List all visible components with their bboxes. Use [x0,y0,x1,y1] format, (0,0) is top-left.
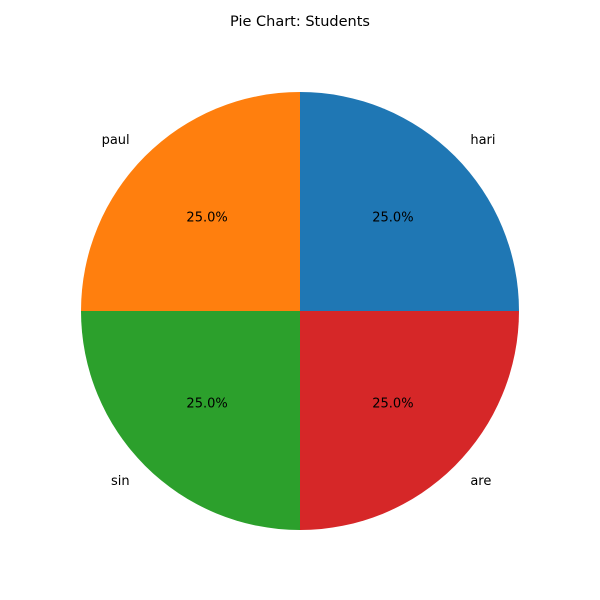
percent-label-are: 25.0% [372,396,413,411]
pie-slice-sin [81,311,300,530]
category-label-are: are [470,474,491,489]
chart-title: Pie Chart: Students [230,14,370,30]
pie-slice-hari [300,92,519,311]
category-label-hari: hari [470,133,495,148]
percent-label-sin: 25.0% [186,396,227,411]
pie-slice-are [300,311,519,530]
category-label-sin: sin [111,474,130,489]
pie-slices [81,92,519,530]
pie-slice-paul [81,92,300,311]
category-label-paul: paul [102,133,130,148]
percent-label-hari: 25.0% [372,211,413,226]
pie-labels: 25.0% hari 25.0% paul 25.0% sin 25.0% are [102,133,496,489]
percent-label-paul: 25.0% [186,211,227,226]
